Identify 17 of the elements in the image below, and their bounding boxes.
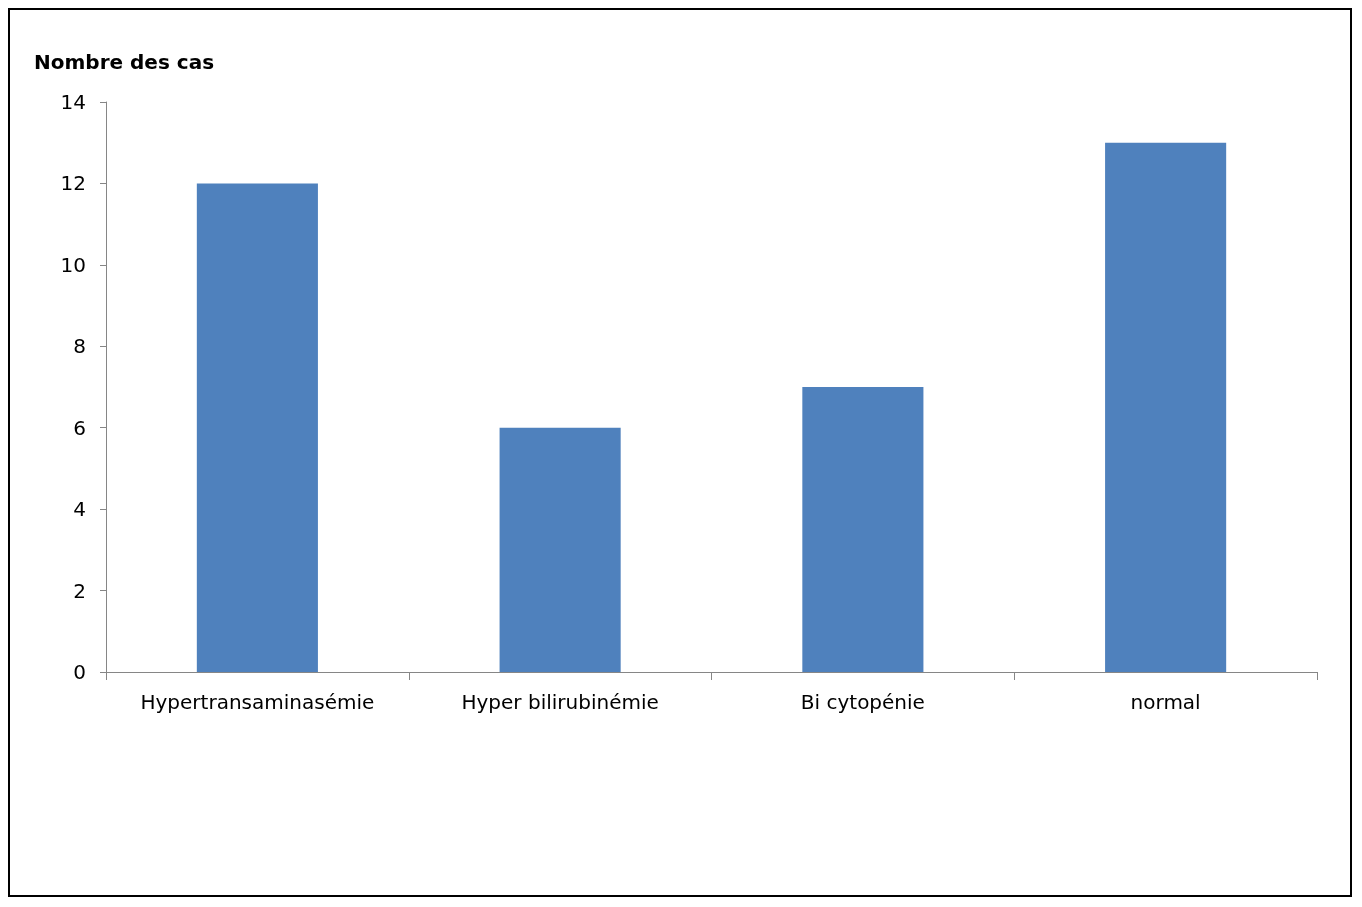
y-tick-label: 2	[73, 578, 86, 603]
y-tick-label: 0	[73, 660, 86, 684]
x-tick-label: Hypertransaminasémie	[140, 690, 375, 714]
y-tick-label: 4	[73, 497, 86, 522]
x-tick-label: normal	[1130, 690, 1201, 714]
y-axis-title: Nombre des cas	[34, 50, 215, 74]
bar	[196, 183, 318, 672]
y-tick-label: 6	[73, 415, 86, 440]
y-tick-label: 8	[73, 334, 86, 359]
y-tick-label: 12	[60, 171, 86, 196]
y-tick-label: 14	[60, 90, 86, 114]
bar	[1105, 142, 1227, 672]
bar	[802, 387, 924, 672]
x-tick-label: Hyper bilirubinémie	[461, 690, 659, 714]
y-tick-label: 10	[60, 252, 86, 277]
bar	[499, 427, 621, 672]
x-tick-label: Bi cytopénie	[800, 690, 925, 714]
